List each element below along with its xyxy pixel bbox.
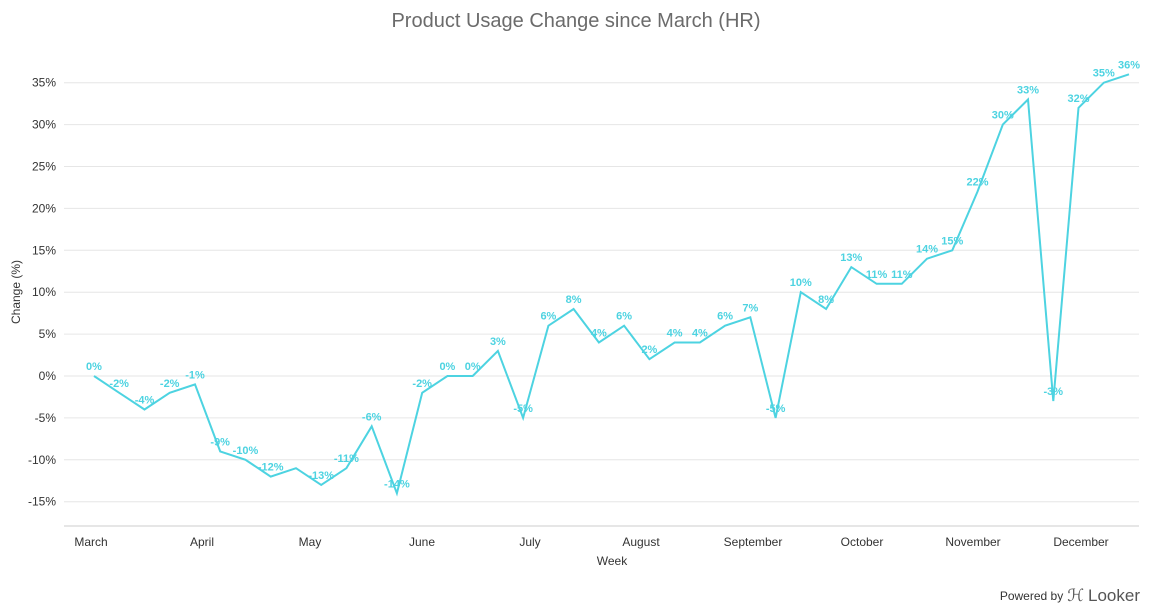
y-tick-label: -5% bbox=[35, 411, 57, 425]
x-axis-ticks: March April May June July August September Octo… bbox=[74, 535, 1108, 549]
data-label: -9% bbox=[210, 436, 230, 448]
data-label: 32% bbox=[1067, 93, 1089, 105]
y-tick-label: -15% bbox=[28, 495, 56, 509]
data-label: -5% bbox=[766, 403, 786, 415]
data-label: 15% bbox=[941, 235, 963, 247]
data-label: 2% bbox=[641, 344, 657, 356]
y-tick-label: 35% bbox=[32, 76, 56, 90]
data-label: 10% bbox=[790, 277, 812, 289]
x-tick-label: October bbox=[841, 535, 884, 549]
data-label: 0% bbox=[439, 361, 455, 373]
data-label: -4% bbox=[135, 395, 155, 407]
looker-logo-icon: ℋ bbox=[1067, 586, 1085, 605]
data-label: -2% bbox=[109, 378, 129, 390]
x-tick-label: June bbox=[409, 535, 435, 549]
data-label: -3% bbox=[1044, 386, 1064, 398]
y-tick-label: 10% bbox=[32, 285, 56, 299]
data-label: -14% bbox=[384, 478, 410, 490]
data-label: -6% bbox=[362, 411, 382, 423]
x-tick-label: July bbox=[519, 535, 540, 549]
y-tick-label: 5% bbox=[39, 327, 57, 341]
x-tick-label: May bbox=[299, 535, 322, 549]
data-label: 6% bbox=[616, 311, 632, 323]
data-label: 3% bbox=[490, 336, 506, 348]
data-label: -2% bbox=[412, 378, 432, 390]
data-label: -10% bbox=[233, 445, 259, 457]
data-label: 11% bbox=[866, 269, 888, 281]
x-tick-label: September bbox=[724, 535, 783, 549]
data-label: 0% bbox=[465, 361, 481, 373]
data-label: -5% bbox=[513, 403, 533, 415]
x-tick-label: April bbox=[190, 535, 214, 549]
y-tick-label: 30% bbox=[32, 118, 56, 132]
data-label: 7% bbox=[742, 302, 758, 314]
data-label: 4% bbox=[667, 328, 683, 340]
x-axis-title: Week bbox=[597, 554, 628, 568]
data-labels: 0% -2% -4% -2% -1% -9%-10% -12% -13%-11% -6% -14%… bbox=[86, 59, 1140, 490]
data-label: -11% bbox=[334, 453, 359, 465]
data-label: 6% bbox=[717, 311, 733, 323]
y-tick-label: 15% bbox=[32, 243, 56, 257]
looker-brand: Looker bbox=[1088, 586, 1140, 605]
y-tick-label: 20% bbox=[32, 201, 56, 215]
data-label: 22% bbox=[966, 177, 988, 189]
powered-by-text: Powered by bbox=[999, 589, 1064, 603]
chart-title: Product Usage Change since March (HR) bbox=[391, 10, 761, 32]
gridlines bbox=[64, 82, 1139, 503]
powered-by-footer: Powered by ℋ Looker bbox=[1000, 586, 1140, 606]
x-tick-label: November bbox=[945, 535, 1000, 549]
data-label: 33% bbox=[1017, 85, 1039, 97]
y-tick-label: 0% bbox=[39, 369, 57, 383]
data-label: 8% bbox=[566, 294, 582, 306]
series-line bbox=[93, 73, 1130, 497]
data-label: -13% bbox=[308, 470, 334, 482]
data-label: 30% bbox=[992, 110, 1014, 122]
data-label: -1% bbox=[185, 369, 205, 381]
y-axis-ticks: -15% -10% -5% 0% 5% 10% 15% 20% 25% 30% 35% bbox=[28, 76, 56, 509]
data-label: 36% bbox=[1118, 59, 1140, 71]
data-label: 11% bbox=[891, 269, 913, 281]
y-axis-title: Change (%) bbox=[9, 260, 23, 324]
data-label: 14% bbox=[916, 244, 938, 256]
x-tick-label: August bbox=[622, 535, 660, 549]
data-label: 13% bbox=[840, 252, 862, 264]
x-tick-label: March bbox=[74, 535, 107, 549]
y-tick-label: 25% bbox=[32, 160, 56, 174]
data-label: 4% bbox=[591, 328, 607, 340]
x-tick-label: December bbox=[1053, 535, 1108, 549]
data-label: 6% bbox=[540, 311, 556, 323]
data-label: 0% bbox=[86, 361, 102, 373]
data-label: -12% bbox=[258, 462, 284, 474]
data-label: 4% bbox=[692, 328, 708, 340]
data-label: -2% bbox=[160, 378, 180, 390]
y-tick-label: -10% bbox=[28, 453, 56, 467]
data-label: 35% bbox=[1093, 68, 1115, 80]
data-label: 8% bbox=[818, 294, 834, 306]
